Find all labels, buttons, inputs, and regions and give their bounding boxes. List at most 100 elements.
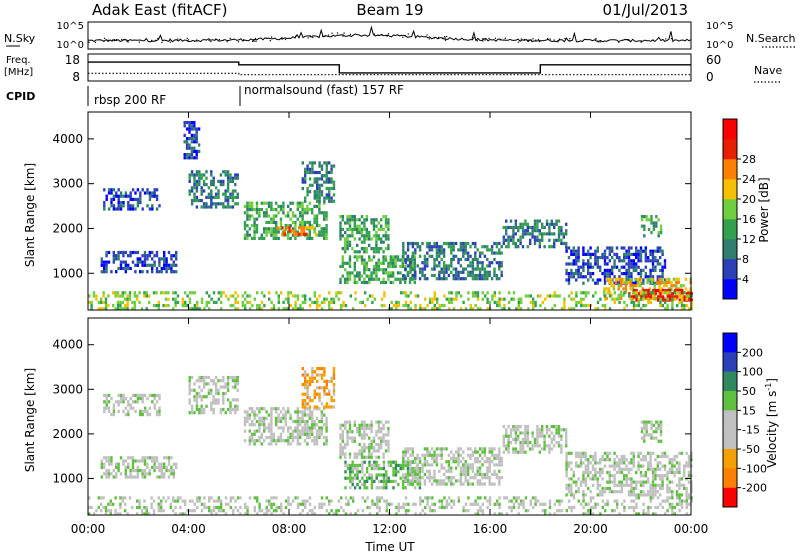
data-cell <box>356 476 359 480</box>
data-cell <box>372 268 376 272</box>
data-cell <box>377 442 380 447</box>
data-cell <box>613 275 616 279</box>
data-cell <box>515 307 518 311</box>
data-cell <box>565 262 568 266</box>
data-cell <box>115 462 118 466</box>
data-cell <box>215 300 218 304</box>
data-cell <box>495 463 499 467</box>
data-cell <box>131 469 135 473</box>
data-cell <box>207 186 211 190</box>
data-cell <box>654 467 657 471</box>
data-cell <box>354 291 357 295</box>
data-cell <box>640 436 644 440</box>
data-cell <box>105 260 108 264</box>
data-cell <box>601 493 604 497</box>
data-cell <box>119 204 123 208</box>
data-cell <box>498 476 501 480</box>
data-cell <box>275 214 278 218</box>
data-cell <box>416 456 419 461</box>
data-cell <box>382 227 385 231</box>
data-cell <box>409 300 412 304</box>
data-cell <box>481 512 484 516</box>
data-cell <box>469 447 472 451</box>
data-cell <box>134 409 137 413</box>
data-cell <box>115 472 118 476</box>
data-cell <box>490 482 494 486</box>
data-cell <box>613 300 616 304</box>
data-cell <box>538 238 541 242</box>
data-cell <box>272 217 275 221</box>
data-cell <box>296 419 299 424</box>
data-cell <box>389 271 392 275</box>
data-cell <box>306 389 309 393</box>
data-cell <box>608 474 611 478</box>
data-cell <box>255 204 259 208</box>
data-cell <box>640 426 644 431</box>
data-cell <box>512 496 516 500</box>
data-cell <box>124 406 128 410</box>
data-cell <box>623 265 626 269</box>
data-cell <box>493 241 496 246</box>
data-cell <box>440 453 443 457</box>
data-cell <box>613 490 616 494</box>
data-cell <box>409 467 412 471</box>
data-cell <box>447 476 451 480</box>
data-cell <box>163 456 166 460</box>
data-cell <box>170 472 173 476</box>
data-cell <box>545 425 549 429</box>
data-cell <box>231 199 235 203</box>
data-cell <box>143 260 147 264</box>
data-cell <box>521 232 525 236</box>
data-cell <box>346 442 349 447</box>
data-cell <box>153 406 156 410</box>
data-cell <box>594 249 597 253</box>
data-cell <box>175 465 178 469</box>
data-cell <box>400 505 403 510</box>
data-cell <box>469 264 472 268</box>
data-cell <box>353 227 356 231</box>
data-cell <box>452 277 455 281</box>
data-cell <box>642 464 645 468</box>
data-cell <box>290 229 294 233</box>
data-cell <box>325 186 328 191</box>
data-cell <box>296 429 299 433</box>
data-cell <box>253 217 256 221</box>
data-cell <box>107 400 111 404</box>
data-cell <box>636 284 640 288</box>
data-cell <box>443 505 446 510</box>
data-cell <box>442 248 446 252</box>
data-cell <box>394 255 397 259</box>
data-cell <box>323 442 326 446</box>
data-cell <box>659 483 662 487</box>
data-cell <box>658 287 661 291</box>
data-cell <box>358 449 361 453</box>
data-cell <box>665 280 668 285</box>
data-cell <box>368 274 371 278</box>
data-cell <box>396 258 400 262</box>
data-cell <box>246 211 249 215</box>
data-cell <box>265 426 268 430</box>
data-cell <box>160 257 163 261</box>
data-cell <box>112 207 116 211</box>
data-cell <box>231 192 235 196</box>
data-cell <box>234 411 237 415</box>
data-cell <box>435 264 439 268</box>
data-cell <box>103 260 106 264</box>
nsky-tick-top-right: 10^5 <box>706 21 733 32</box>
data-cell <box>526 431 529 435</box>
data-cell <box>353 439 356 443</box>
data-cell <box>103 472 106 476</box>
data-cell <box>358 255 361 259</box>
data-cell <box>200 388 203 392</box>
data-cell <box>488 261 491 265</box>
data-cell <box>454 241 458 246</box>
data-cell <box>341 439 344 443</box>
data-cell <box>382 271 385 275</box>
data-cell <box>627 278 631 282</box>
nsearch-point <box>229 37 231 39</box>
data-cell <box>683 464 686 468</box>
data-cell <box>152 291 156 295</box>
data-cell <box>567 272 571 276</box>
data-cell <box>637 300 640 304</box>
data-cell <box>234 379 237 383</box>
